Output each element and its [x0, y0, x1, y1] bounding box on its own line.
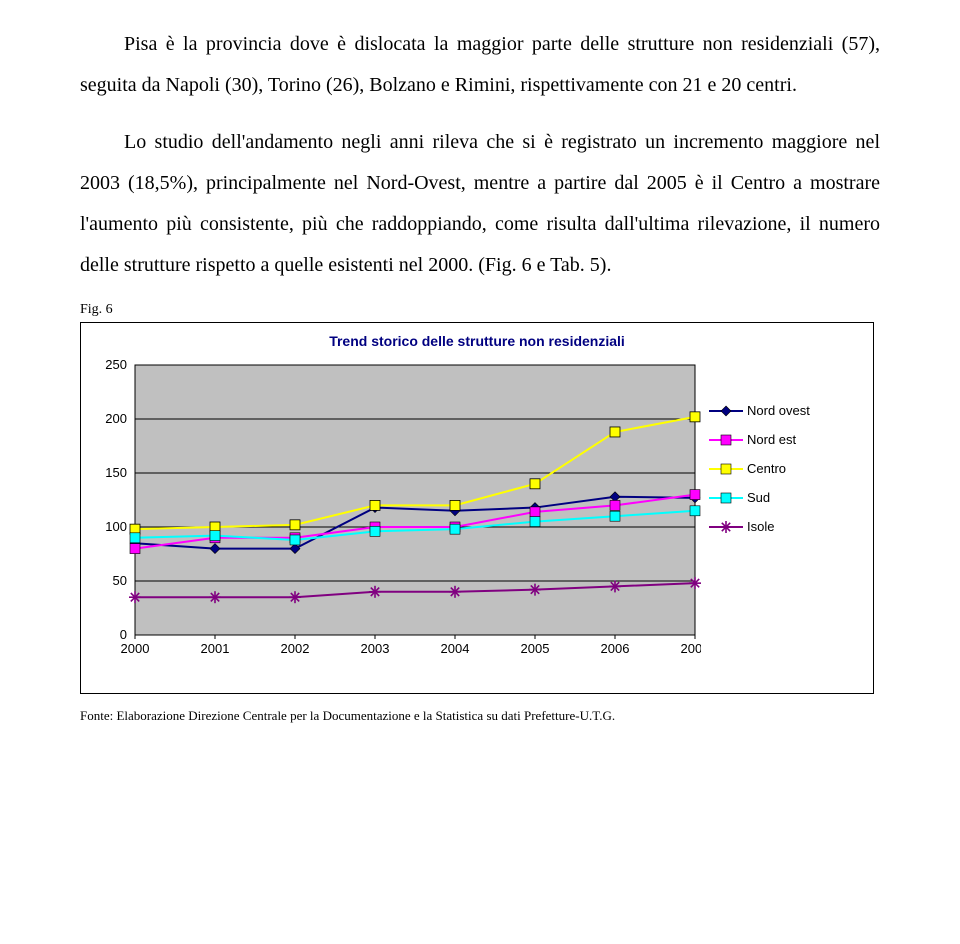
svg-text:2005: 2005 [521, 641, 550, 656]
chart-container: Trend storico delle strutture non reside… [80, 322, 874, 694]
legend-swatch [709, 520, 743, 534]
svg-text:100: 100 [105, 519, 127, 534]
svg-text:2000: 2000 [121, 641, 150, 656]
svg-text:2004: 2004 [441, 641, 470, 656]
svg-text:200: 200 [105, 411, 127, 426]
legend-label: Sud [747, 490, 770, 505]
svg-text:150: 150 [105, 465, 127, 480]
svg-text:0: 0 [120, 627, 127, 642]
legend-swatch [709, 433, 743, 447]
legend-item: Sud [709, 490, 810, 505]
legend-item: Nord ovest [709, 403, 810, 418]
chart-plot: 0 50 100 150 200 250 2000 2001 2002 2003 2004 2005 2… [89, 359, 701, 665]
svg-text:2002: 2002 [281, 641, 310, 656]
chart-svg: 0 50 100 150 200 250 2000 2001 2002 2003 2004 2005 2… [89, 359, 701, 665]
legend-swatch [709, 404, 743, 418]
chart-legend: Nord ovest Nord est Centro Sud Isole [709, 403, 810, 548]
paragraph-2: Lo studio dell'andamento negli anni rile… [80, 122, 880, 286]
svg-text:250: 250 [105, 359, 127, 372]
paragraph-1-text: Pisa è la provincia dove è dislocata la … [80, 33, 880, 96]
legend-label: Centro [747, 461, 786, 476]
legend-label: Isole [747, 519, 774, 534]
paragraph-1: Pisa è la provincia dove è dislocata la … [80, 24, 880, 106]
chart-source-footnote: Fonte: Elaborazione Direzione Centrale p… [80, 708, 880, 724]
legend-item: Nord est [709, 432, 810, 447]
svg-text:2006: 2006 [601, 641, 630, 656]
figure-label: Fig. 6 [80, 302, 880, 318]
legend-label: Nord ovest [747, 403, 810, 418]
legend-swatch [709, 491, 743, 505]
legend-label: Nord est [747, 432, 796, 447]
legend-item: Isole [709, 519, 810, 534]
svg-text:50: 50 [113, 573, 127, 588]
legend-swatch [709, 462, 743, 476]
legend-item: Centro [709, 461, 810, 476]
chart-title: Trend storico delle strutture non reside… [89, 333, 865, 349]
svg-text:2003: 2003 [361, 641, 390, 656]
paragraph-2-text: Lo studio dell'andamento negli anni rile… [80, 131, 880, 276]
svg-text:2001: 2001 [201, 641, 230, 656]
svg-text:2007: 2007 [681, 641, 701, 656]
